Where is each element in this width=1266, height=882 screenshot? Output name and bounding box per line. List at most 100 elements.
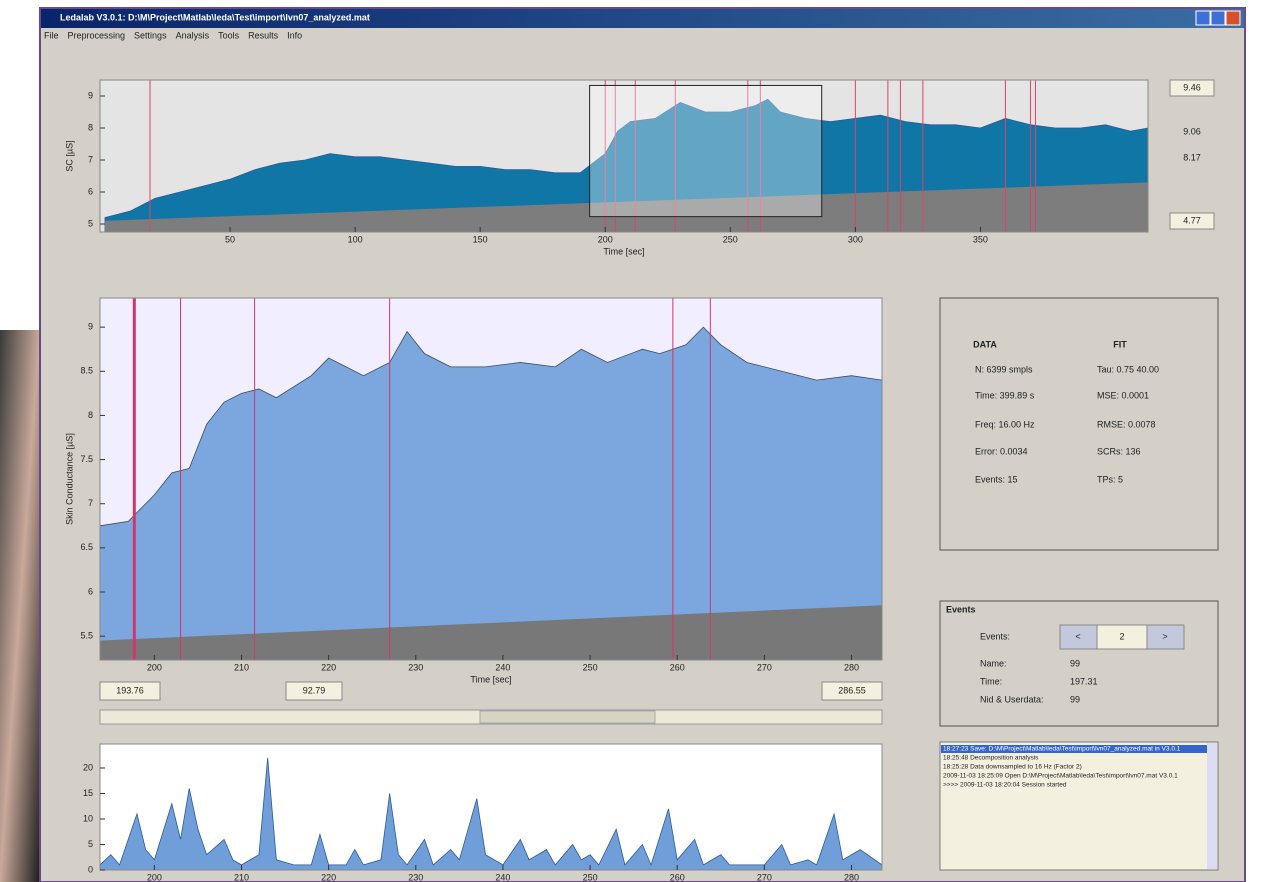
fit-row: SCRs: 136: [1097, 446, 1141, 456]
x-tick-label: 220: [321, 872, 336, 882]
y-tick-label: 6: [88, 186, 93, 196]
y-tick-label: 0: [88, 864, 93, 874]
x-tick-label: 220: [321, 662, 336, 672]
next-label[interactable]: >: [1162, 631, 1167, 641]
x-tick-label: 200: [147, 872, 162, 882]
events-label: Events:: [980, 631, 1010, 641]
maximize-button[interactable]: [1211, 11, 1225, 25]
fit-row: TPs: 5: [1097, 474, 1123, 484]
y-tick-label: 20: [83, 762, 93, 772]
y-tick-label: 7.5: [80, 454, 93, 464]
y-tick-label: 5.5: [80, 631, 93, 641]
data-row: Freq: 16.00 Hz: [975, 419, 1035, 429]
y-tick-label: 10: [83, 813, 93, 823]
menu-item[interactable]: File: [44, 30, 59, 40]
time-label: Time:: [980, 676, 1002, 686]
log-line: 18:25:28 Data downsampled to 16 Hz (Fact…: [943, 764, 1082, 771]
x-tick-label: 240: [495, 872, 510, 882]
x-tick-label: 250: [583, 872, 598, 882]
x-tick-label: 230: [408, 662, 423, 672]
y-tick-label: 7: [88, 154, 93, 164]
page: { "window": { "title": "Ledalab V3.0.1: …: [0, 0, 1266, 882]
y-tick-label: 7: [88, 498, 93, 508]
side-value: 9.06: [1183, 126, 1201, 136]
x-tick-label: 250: [583, 662, 598, 672]
data-row: Time: 399.89 s: [975, 390, 1035, 400]
event-index[interactable]: 2: [1119, 631, 1124, 641]
menu-item[interactable]: Preprocessing: [68, 30, 126, 40]
data-row: Error: 0.0034: [975, 446, 1028, 456]
data-row: N: 6399 smpls: [975, 364, 1033, 374]
y-tick-label: 6.5: [80, 542, 93, 552]
x-tick-label: 260: [670, 872, 685, 882]
log-scrollbar[interactable]: [1207, 743, 1217, 869]
minimize-button[interactable]: [1196, 11, 1210, 25]
y-tick-label: 9: [88, 322, 93, 332]
range-value: 286.55: [838, 685, 866, 695]
fit-row: RMSE: 0.0078: [1097, 419, 1156, 429]
x-tick-label: 200: [598, 234, 613, 244]
side-value: 9.46: [1183, 82, 1201, 92]
plot: 5.5 6 6.5 7 7.5 8 8.5 9 200 210 220 230 240 250 260 270…: [64, 298, 882, 684]
x-tick-label: 280: [844, 872, 859, 882]
background-photo: [0, 330, 40, 882]
range-value: 193.76: [116, 685, 144, 695]
x-tick-label: 350: [973, 234, 988, 244]
log-line: 2009-11-03 18:25:09 Open D:\M\Project\Ma…: [943, 773, 1178, 780]
fit-header: FIT: [1113, 339, 1127, 349]
menu-item[interactable]: Analysis: [176, 30, 210, 40]
y-axis-label: Skin Conductance [µS]: [64, 433, 74, 525]
x-tick-label: 50: [225, 234, 235, 244]
name-label: Name:: [980, 658, 1007, 668]
x-tick-label: 200: [147, 662, 162, 672]
data-header: DATA: [973, 339, 997, 349]
x-tick-label: 240: [495, 662, 510, 672]
y-tick-label: 5: [88, 839, 93, 849]
nid-value: 99: [1070, 694, 1080, 704]
x-tick-label: 230: [408, 872, 423, 882]
x-tick-label: 270: [757, 662, 772, 672]
log-line: 18:27:23 Save: D:\M\Project\Matlab\leda\…: [943, 746, 1181, 753]
y-tick-label: 15: [83, 788, 93, 798]
range-value: 92.79: [303, 685, 326, 695]
menu-item[interactable]: Info: [287, 30, 302, 40]
y-tick-label: 8: [88, 410, 93, 420]
prev-label[interactable]: <: [1075, 631, 1080, 641]
x-tick-label: 210: [234, 872, 249, 882]
data-row: Events: 15: [975, 474, 1018, 484]
x-tick-label: 250: [723, 234, 738, 244]
fit-row: Tau: 0.75 40.00: [1097, 364, 1159, 374]
y-tick-label: 9: [88, 90, 93, 100]
window-title: Ledalab V3.0.1: D:\M\Project\Matlab\leda…: [60, 12, 370, 22]
y-tick-label: 6: [88, 586, 93, 596]
x-tick-label: 270: [757, 872, 772, 882]
x-tick-label: 260: [670, 662, 685, 672]
y-axis-label: SC [µS]: [64, 140, 74, 171]
side-value: 4.77: [1183, 215, 1201, 225]
x-tick-label: 150: [473, 234, 488, 244]
scroll-thumb[interactable]: [480, 711, 655, 723]
x-tick-label: 300: [848, 234, 863, 244]
x-tick-label: 280: [844, 662, 859, 672]
menu-item[interactable]: Results: [248, 30, 279, 40]
menu-item[interactable]: Tools: [218, 30, 240, 40]
plot: 0 5 10 15 20 200 210 220 230 240 250 260 270 280: [83, 744, 882, 882]
y-tick-label: 8.5: [80, 366, 93, 376]
log-line: 18:25:48 Decomposition analysis: [943, 755, 1039, 762]
screen: Ledalab V3.0.1: D:\M\Project\Matlab\leda…: [0, 0, 1266, 882]
close-button[interactable]: [1226, 11, 1240, 25]
nid-label: Nid & Userdata:: [980, 694, 1044, 704]
log-line: >>>> 2009-11-03 18:20:04 Session started: [943, 782, 1067, 789]
name-value: 99: [1070, 658, 1080, 668]
fit-row: MSE: 0.0001: [1097, 390, 1149, 400]
x-tick-label: 100: [348, 234, 363, 244]
y-tick-label: 5: [88, 218, 93, 228]
x-tick-label: 210: [234, 662, 249, 672]
selection-window: [590, 85, 822, 216]
x-axis-label: Time [sec]: [603, 246, 644, 256]
time-value: 197.31: [1070, 676, 1098, 686]
y-tick-label: 8: [88, 122, 93, 132]
menu-item[interactable]: Settings: [134, 30, 167, 40]
x-axis-label: Time [sec]: [470, 674, 511, 684]
side-value: 8.17: [1183, 152, 1201, 162]
